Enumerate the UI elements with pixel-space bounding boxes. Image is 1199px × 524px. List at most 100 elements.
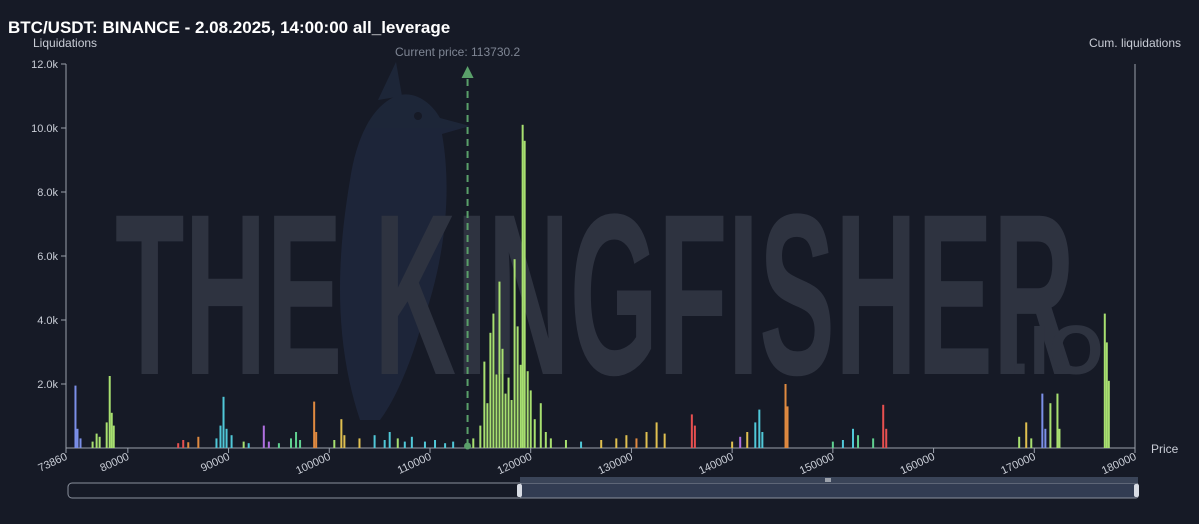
liquidation-bar	[483, 361, 486, 448]
liquidation-bar	[1056, 393, 1059, 448]
x-tick-label: 110000	[396, 451, 434, 477]
liquidation-bar	[452, 441, 455, 448]
y-tick-label: 4.0k	[37, 315, 58, 327]
liquidation-bar	[507, 377, 510, 448]
liquidation-bar	[1103, 313, 1106, 448]
liquidation-bar	[105, 422, 108, 448]
liquidation-bar	[247, 443, 250, 448]
liquidation-bar	[373, 435, 376, 448]
liquidation-bar	[340, 419, 343, 448]
liquidation-bar	[489, 332, 492, 448]
liquidation-bar	[564, 440, 567, 448]
liquidation-bar	[396, 438, 399, 448]
liquidation-bar	[754, 422, 757, 448]
liquidation-bar	[1107, 380, 1110, 448]
liquidation-bars	[74, 124, 1110, 449]
liquidation-bar	[91, 441, 94, 448]
liquidation-bar	[110, 412, 113, 448]
liquidation-bar	[187, 442, 190, 448]
liquidation-bar	[693, 425, 696, 448]
liquidation-bar	[501, 348, 504, 448]
liquidation-bar	[731, 441, 734, 448]
liquidation-bar	[549, 438, 552, 448]
liquidation-bar	[615, 438, 618, 448]
liquidation-bar	[242, 441, 245, 448]
liquidation-bar	[655, 422, 658, 448]
liquidation-bar	[299, 440, 302, 448]
liquidation-bar	[663, 433, 666, 448]
liquidation-bar	[526, 371, 529, 448]
chart-title: BTC/USDT: BINANCE - 2.08.2025, 14:00:00 …	[8, 18, 451, 37]
liquidation-bar	[197, 436, 200, 448]
liquidation-bar	[1044, 428, 1047, 448]
liquidation-bar	[343, 435, 346, 448]
liquidation-bar	[383, 440, 386, 448]
liquidation-bar	[262, 425, 265, 448]
liquidation-bar	[533, 419, 536, 448]
liquidation-bar	[472, 438, 475, 448]
watermark: THE KINGFISHER .IO	[115, 62, 1103, 423]
liquidation-bar	[580, 441, 583, 448]
liquidation-bar	[388, 432, 391, 448]
x-tick-label: 90000	[199, 451, 232, 475]
x-tick-label: 73860	[36, 451, 69, 475]
slider-left-handle[interactable]	[517, 484, 522, 497]
liquidation-bar	[182, 440, 185, 448]
liquidation-bar	[95, 433, 98, 448]
slider-selection[interactable]	[519, 482, 1139, 499]
liquidation-bar	[600, 440, 603, 448]
liquidation-bar	[289, 438, 292, 448]
liquidation-bar	[746, 432, 749, 448]
liquidation-bar	[831, 441, 834, 448]
liquidation-bar	[758, 409, 761, 448]
liquidation-bar	[1025, 422, 1028, 448]
liquidation-bar	[885, 428, 888, 448]
liquidation-bar	[486, 403, 489, 448]
liquidation-bar	[761, 432, 764, 448]
liquidation-bar	[1018, 436, 1021, 448]
liquidation-bar	[177, 443, 180, 448]
current-price-label: Current price: 113730.2	[395, 45, 521, 59]
x-tick-label: 180000	[1100, 451, 1138, 477]
slider-right-handle[interactable]	[1134, 484, 1139, 497]
y-tick-label: 10.0k	[31, 123, 58, 135]
liquidation-bar	[841, 440, 844, 448]
y-tick-label: 2.0k	[37, 379, 58, 391]
liquidation-bar	[739, 436, 742, 448]
kingfisher-bird-icon	[340, 62, 470, 420]
liquidation-bar	[1058, 428, 1061, 448]
liquidation-bar	[222, 396, 225, 448]
liquidation-bar	[645, 432, 648, 448]
liquidation-bar	[1041, 393, 1044, 448]
liquidation-bar	[267, 441, 270, 448]
x-tick-label: 150000	[798, 451, 836, 477]
zoom-slider[interactable]	[67, 477, 1139, 499]
slider-top-bar[interactable]	[520, 477, 1138, 483]
y-axis-label: Liquidations	[33, 36, 98, 50]
y-tick-label: 6.0k	[37, 251, 58, 263]
x-tick-label: 80000	[98, 451, 131, 475]
liquidation-bar	[403, 441, 406, 448]
liquidation-bar	[219, 425, 222, 448]
liquidation-bar	[230, 435, 233, 448]
x-axis-label: Price	[1151, 442, 1179, 456]
liquidation-bar	[519, 364, 522, 448]
x-axis: 73860 80000 90000 100000 110000 120000 130000 1…	[36, 447, 1138, 477]
liquidation-bar	[215, 438, 218, 448]
liquidation-bar	[434, 440, 437, 448]
x-tick-label: 140000	[697, 451, 735, 477]
liquidation-bar	[1049, 403, 1052, 448]
y-tick-label: 12.0k	[31, 59, 58, 71]
liquidation-bar	[444, 443, 447, 448]
liquidation-bar	[333, 440, 336, 448]
liquidation-bar	[523, 140, 526, 449]
liquidation-bar	[492, 313, 495, 448]
x-tick-label: 100000	[294, 451, 332, 477]
liquidation-bar	[277, 443, 280, 448]
liquidation-bar	[79, 438, 82, 448]
liquidation-bar	[786, 406, 789, 448]
slider-grip-icon[interactable]	[825, 478, 831, 482]
liquidation-bar	[851, 428, 854, 448]
liquidation-bar	[521, 124, 524, 449]
